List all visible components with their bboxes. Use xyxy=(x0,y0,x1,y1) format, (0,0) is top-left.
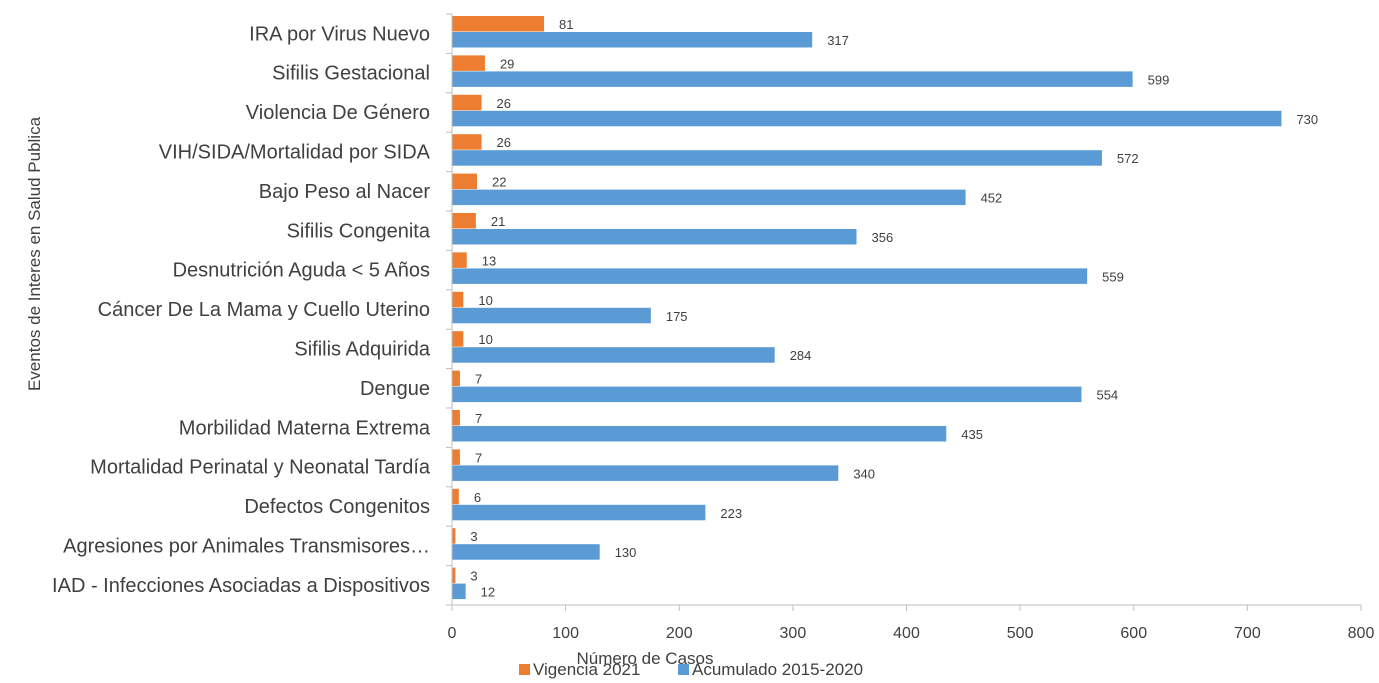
bar-acumulado-2015-2020 xyxy=(452,544,600,560)
bar-vigencia-2021 xyxy=(452,449,460,465)
data-label: 340 xyxy=(853,466,875,481)
data-label: 452 xyxy=(981,191,1003,206)
bar-acumulado-2015-2020 xyxy=(452,229,857,245)
bar-vigencia-2021 xyxy=(452,173,477,190)
bar-vigencia-2021 xyxy=(452,94,482,111)
data-label: 3 xyxy=(470,569,477,584)
data-label: 175 xyxy=(666,309,688,324)
bar-acumulado-2015-2020 xyxy=(452,110,1282,127)
category-label: Sifilis Congenita xyxy=(287,220,431,242)
category-label: Dengue xyxy=(360,378,430,400)
data-label: 130 xyxy=(615,545,637,560)
bar-vigencia-2021 xyxy=(452,55,485,71)
data-label: 559 xyxy=(1102,269,1124,284)
data-label: 572 xyxy=(1117,151,1139,166)
data-label: 26 xyxy=(497,135,511,150)
legend-label: Acumulado 2015-2020 xyxy=(692,660,863,679)
legend-swatch-acumulado-2015-2020 xyxy=(678,664,689,675)
bar-acumulado-2015-2020 xyxy=(452,386,1082,403)
bar-vigencia-2021 xyxy=(452,291,464,308)
bar-acumulado-2015-2020 xyxy=(452,32,813,48)
category-label: Bajo Peso al Nacer xyxy=(259,181,431,203)
bar-acumulado-2015-2020 xyxy=(452,504,706,521)
x-tick-label: 800 xyxy=(1348,625,1375,642)
data-label: 7 xyxy=(475,411,482,426)
category-label: Violencia De Género xyxy=(246,102,430,124)
category-label: Cáncer De La Mama y Cuello Uterino xyxy=(98,299,430,321)
category-label: Sifilis Adquirida xyxy=(294,338,431,360)
bar-acumulado-2015-2020 xyxy=(452,583,466,600)
bar-acumulado-2015-2020 xyxy=(452,189,966,206)
data-label: 7 xyxy=(475,450,482,465)
x-tick-label: 200 xyxy=(666,625,693,642)
x-tick-label: 700 xyxy=(1234,625,1261,642)
legend-label: Vigencia 2021 xyxy=(533,660,640,679)
bar-vigencia-2021 xyxy=(452,370,460,387)
data-label: 7 xyxy=(475,372,482,387)
legend-swatch-vigencia-2021 xyxy=(519,664,530,675)
data-label: 3 xyxy=(470,529,477,544)
data-label: 554 xyxy=(1096,388,1118,403)
data-label: 599 xyxy=(1148,72,1170,87)
category-label: IAD - Infecciones Asociadas a Dispositiv… xyxy=(52,575,430,597)
bar-vigencia-2021 xyxy=(452,252,467,268)
bar-vigencia-2021 xyxy=(452,331,464,347)
category-label: Desnutrición Aguda < 5 Años xyxy=(173,260,430,282)
category-label: Agresiones por Animales Transmisores… xyxy=(63,535,430,557)
x-tick-label: 100 xyxy=(552,625,579,642)
bar-acumulado-2015-2020 xyxy=(452,150,1102,166)
bars-layer xyxy=(452,16,1282,600)
x-tick-label: 400 xyxy=(893,625,920,642)
data-label: 284 xyxy=(790,348,812,363)
bar-vigencia-2021 xyxy=(452,567,456,584)
data-label: 13 xyxy=(482,253,496,268)
bar-acumulado-2015-2020 xyxy=(452,426,947,442)
data-label: 10 xyxy=(478,332,492,347)
axis-layer: 0 100 200 300 400 500 600 700 800 xyxy=(446,13,1375,642)
legend: Vigencia 2021 Acumulado 2015-2020 xyxy=(519,660,863,679)
data-label: 730 xyxy=(1296,112,1318,127)
category-label: Sifilis Gestacional xyxy=(272,63,430,85)
x-axis-title: Número de Casos xyxy=(576,649,713,668)
bar-vigencia-2021 xyxy=(452,134,482,150)
data-label: 10 xyxy=(478,293,492,308)
category-label: Mortalidad Perinatal y Neonatal Tardía xyxy=(90,457,431,479)
data-label: 435 xyxy=(961,427,983,442)
x-tick-label: 500 xyxy=(1007,625,1034,642)
data-label: 22 xyxy=(492,175,506,190)
category-label: IRA por Virus Nuevo xyxy=(249,23,430,45)
data-label: 26 xyxy=(497,96,511,111)
category-label: Defectos Congenitos xyxy=(244,496,430,518)
x-tick-label: 300 xyxy=(780,625,807,642)
bar-vigencia-2021 xyxy=(452,410,460,426)
bar-acumulado-2015-2020 xyxy=(452,71,1133,87)
labels-layer: IRA por Virus Nuevo 81 317 Sifilis Gestacio… xyxy=(52,17,1318,600)
data-label: 223 xyxy=(720,506,742,521)
y-axis-title: Eventos de Interes en Salud Publica xyxy=(25,116,44,391)
category-label: VIH/SIDA/Mortalidad por SIDA xyxy=(159,141,431,163)
data-label: 317 xyxy=(827,33,849,48)
category-label: Morbilidad Materna Extrema xyxy=(179,417,431,439)
data-label: 29 xyxy=(500,56,514,71)
bar-acumulado-2015-2020 xyxy=(452,347,775,363)
data-label: 356 xyxy=(872,230,894,245)
bar-acumulado-2015-2020 xyxy=(452,268,1088,284)
bar-vigencia-2021 xyxy=(452,213,476,229)
data-label: 21 xyxy=(491,214,505,229)
bar-acumulado-2015-2020 xyxy=(452,307,651,324)
bar-vigencia-2021 xyxy=(452,528,456,544)
bar-vigencia-2021 xyxy=(452,16,545,32)
data-label: 6 xyxy=(474,490,481,505)
x-tick-label: 600 xyxy=(1120,625,1147,642)
bar-acumulado-2015-2020 xyxy=(452,465,839,481)
data-label: 81 xyxy=(559,17,573,32)
bar-vigencia-2021 xyxy=(452,488,459,505)
x-tick-label: 0 xyxy=(448,625,457,642)
data-label: 12 xyxy=(481,585,495,600)
